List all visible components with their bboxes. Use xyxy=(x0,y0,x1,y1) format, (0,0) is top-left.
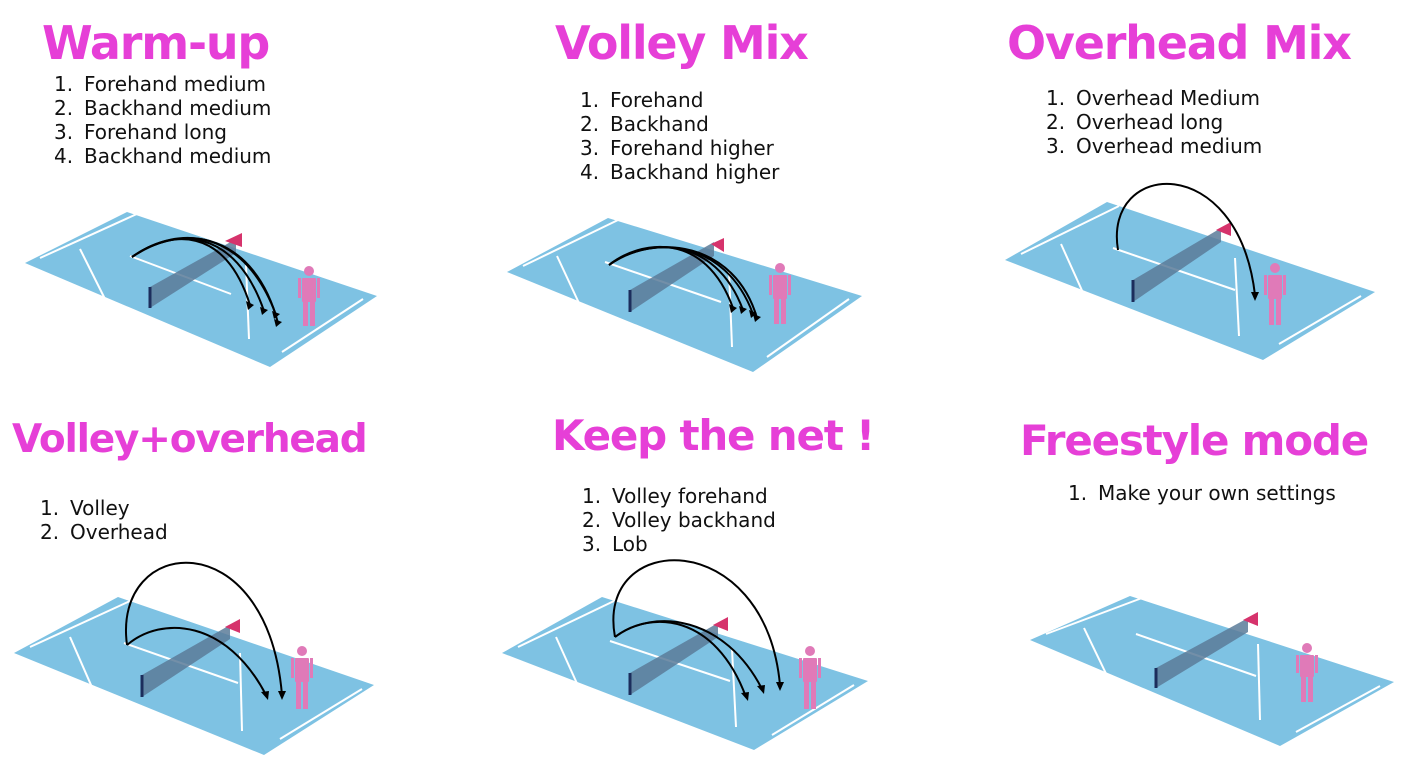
net-post xyxy=(711,238,724,252)
net xyxy=(630,623,718,695)
drill-step: 3. Lob xyxy=(582,532,648,556)
drill-step: 2. Overhead long xyxy=(1046,110,1224,134)
net-post xyxy=(1216,222,1231,236)
tennis-court-diagram xyxy=(1005,182,1375,360)
tennis-court-diagram xyxy=(14,561,374,755)
net xyxy=(1133,228,1221,302)
drill-step: 1. Forehand medium xyxy=(54,72,266,96)
net-post xyxy=(713,617,728,631)
player-figure-icon xyxy=(291,646,313,709)
tennis-court-diagram xyxy=(507,218,862,372)
drill-steps: 1. Volley forehand 2. Volley backhand 3. Lo… xyxy=(582,484,776,556)
ball-trajectory-arrow xyxy=(612,559,781,698)
drill-steps: 1. Forehand medium 2. Backhand medium 3. Fo… xyxy=(54,72,271,168)
net-post xyxy=(1243,612,1258,626)
drill-steps: 1. Volley 2. Overhead xyxy=(40,496,168,544)
net-post xyxy=(225,619,240,633)
drill-title: Overhead Mix xyxy=(1007,16,1352,70)
ball-trajectory-arrow xyxy=(131,237,279,324)
net xyxy=(142,625,230,697)
ball-trajectory-arrow xyxy=(608,245,758,319)
drill-steps: 1. Overhead Medium 2. Overhead long 3. Over… xyxy=(1046,86,1262,158)
player-figure-icon xyxy=(1264,263,1286,325)
drill-steps: 1. Forehand 2. Backhand 3. Forehand higher … xyxy=(580,88,779,184)
tennis-court-icon xyxy=(14,597,374,755)
player-figure-icon xyxy=(769,263,791,324)
drill-step: 3. Forehand long xyxy=(54,120,227,144)
drill-step: 3. Overhead medium xyxy=(1046,134,1263,158)
drill-steps: 1. Make your own settings xyxy=(1068,481,1336,505)
drill-step: 1. Make your own settings xyxy=(1068,481,1336,505)
tennis-court-diagram xyxy=(25,212,377,367)
drill-title: Keep the net ! xyxy=(552,411,875,460)
ball-trajectory-arrow xyxy=(124,561,283,696)
drill-step: 1. Volley xyxy=(40,496,130,520)
tennis-court-icon xyxy=(1030,596,1394,746)
drill-step: 4. Backhand higher xyxy=(580,160,780,184)
drill-title: Warm-up xyxy=(42,16,270,70)
drill-step: 2. Backhand medium xyxy=(54,96,272,120)
net xyxy=(150,239,236,308)
drill-step: 2. Volley backhand xyxy=(582,508,776,532)
tennis-court-diagram xyxy=(1030,596,1394,746)
court-lines xyxy=(1045,597,1381,733)
drill-title: Freestyle mode xyxy=(1020,416,1369,465)
court-lines xyxy=(1020,205,1362,345)
tennis-court-icon xyxy=(507,218,862,372)
drill-step: 1. Forehand xyxy=(580,88,704,112)
drill-step: 3. Forehand higher xyxy=(580,136,774,160)
tennis-court-icon xyxy=(25,212,377,367)
player-figure-icon xyxy=(799,646,821,709)
net xyxy=(1156,618,1248,688)
drill-title: Volley Mix xyxy=(555,16,809,70)
drill-step: 2. Overhead xyxy=(40,520,168,544)
drill-step: 4. Backhand medium xyxy=(54,144,272,168)
tennis-court-diagram xyxy=(502,559,868,750)
tennis-court-icon xyxy=(502,597,868,750)
drill-title: Volley+overhead xyxy=(12,417,368,462)
player-figure-icon xyxy=(1296,643,1318,702)
drill-step: 2. Backhand xyxy=(580,112,709,136)
net-post xyxy=(225,233,242,247)
net xyxy=(630,242,714,312)
tennis-court-icon xyxy=(1005,202,1375,360)
player-figure-icon xyxy=(298,266,320,326)
drill-step: 1. Volley forehand xyxy=(582,484,768,508)
ball-trajectory-arrow xyxy=(1115,182,1256,296)
drill-step: 1. Overhead Medium xyxy=(1046,86,1261,110)
